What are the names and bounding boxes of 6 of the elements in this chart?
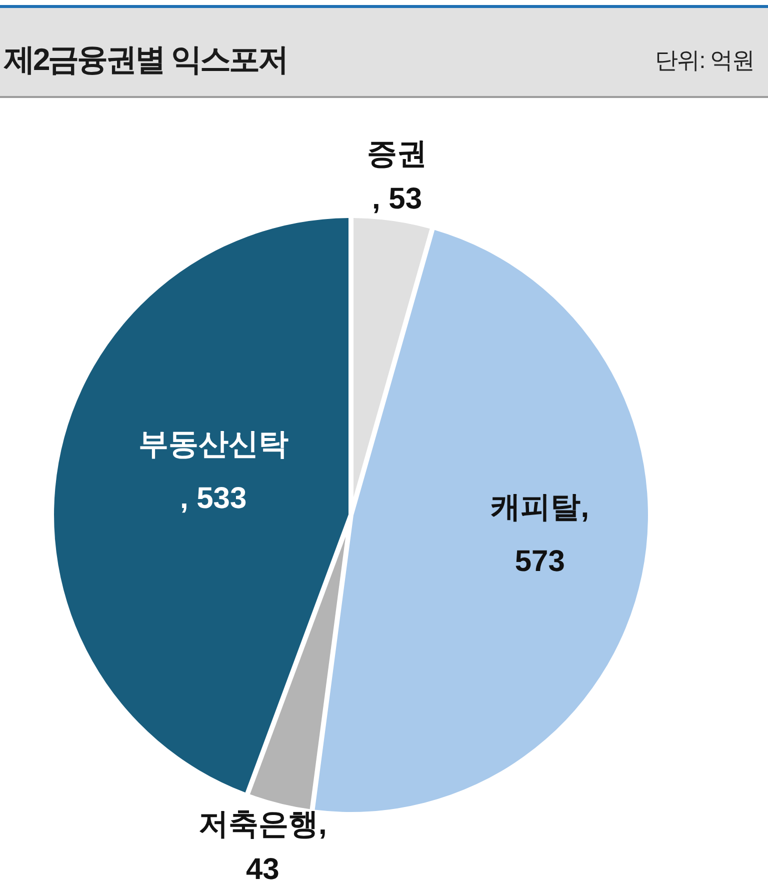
text: 단위: 억원 bbox=[655, 47, 754, 73]
data-label: 증권 , 53 bbox=[366, 137, 427, 216]
data-label: 저축은행, 43 bbox=[198, 808, 327, 886]
chart-title: 제2금융권별 익스포저 bbox=[3, 42, 287, 77]
data-label: 부동산신탁 , 533 bbox=[138, 428, 288, 516]
data-label: 캐피탈, 573 bbox=[490, 491, 590, 578]
